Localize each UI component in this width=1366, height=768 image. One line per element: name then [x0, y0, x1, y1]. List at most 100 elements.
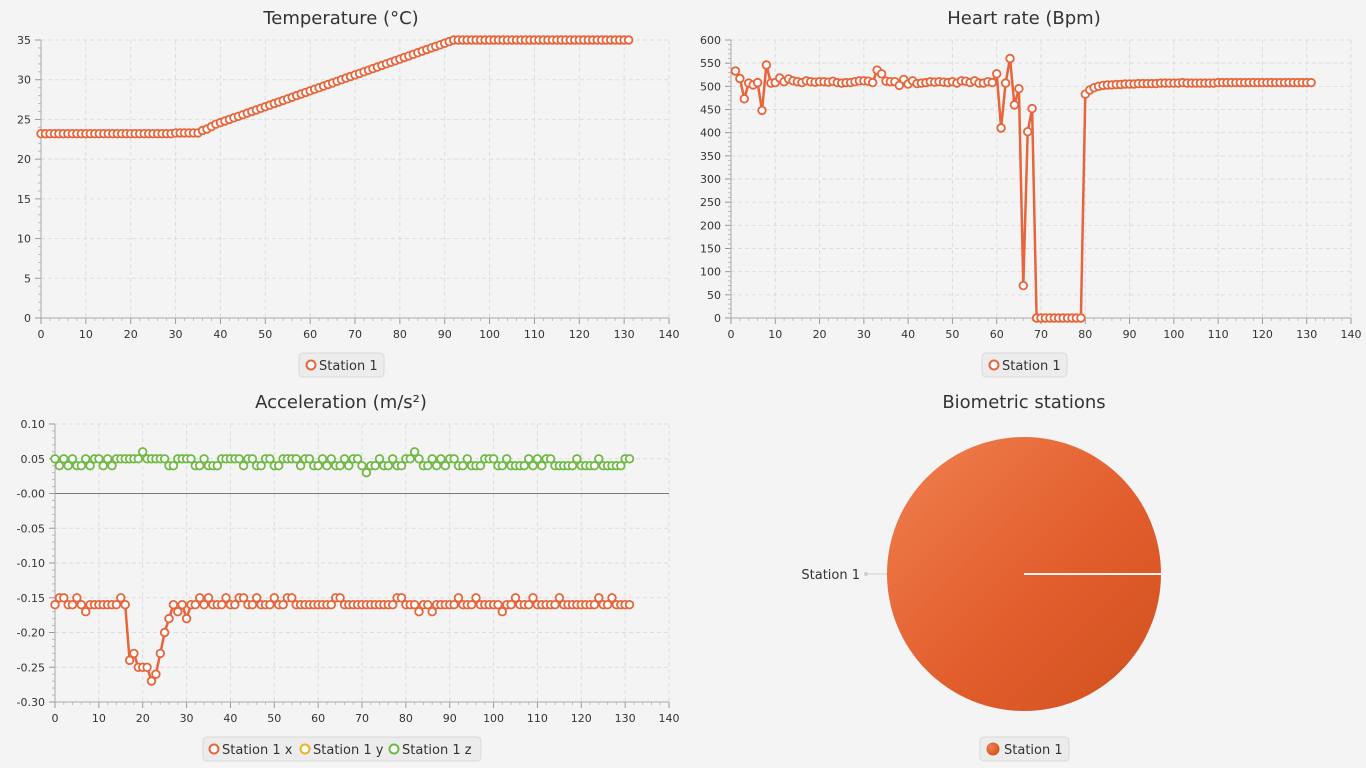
data-point[interactable] [475, 461, 486, 471]
data-point[interactable] [624, 600, 635, 610]
data-point[interactable] [497, 607, 507, 617]
data-point[interactable] [234, 454, 244, 464]
data-point[interactable] [594, 454, 604, 464]
data-point[interactable] [291, 454, 301, 464]
data-point[interactable] [458, 461, 468, 471]
data-point[interactable] [396, 593, 407, 603]
data-point[interactable] [151, 669, 161, 679]
data-point[interactable] [431, 461, 442, 471]
data-point[interactable] [374, 454, 385, 464]
data-point[interactable] [602, 600, 613, 610]
data-point[interactable] [269, 593, 279, 603]
data-point[interactable] [137, 447, 148, 457]
data-point[interactable] [274, 461, 284, 471]
data-point[interactable] [133, 454, 143, 464]
data-point[interactable] [876, 69, 887, 79]
data-point[interactable] [519, 461, 529, 471]
data-point[interactable] [757, 105, 767, 116]
data-point[interactable] [607, 593, 617, 603]
data-point[interactable] [256, 461, 266, 471]
data-point[interactable] [471, 593, 481, 603]
data-point[interactable] [352, 454, 363, 464]
data-point[interactable] [63, 461, 73, 471]
data-point[interactable] [537, 461, 547, 471]
data-point[interactable] [1022, 126, 1033, 137]
data-point[interactable] [427, 607, 437, 617]
data-point[interactable] [265, 600, 275, 610]
data-point[interactable] [440, 461, 450, 471]
data-point[interactable] [436, 454, 446, 464]
data-point[interactable] [894, 80, 904, 91]
data-point[interactable] [50, 454, 60, 464]
data-point[interactable] [344, 461, 354, 471]
data-point[interactable] [221, 593, 231, 603]
data-point[interactable] [85, 461, 95, 471]
data-point[interactable] [453, 593, 464, 603]
data-point[interactable] [427, 454, 437, 464]
data-point[interactable] [528, 593, 538, 603]
data-point[interactable] [423, 461, 433, 471]
data-point[interactable] [190, 600, 200, 610]
data-point[interactable] [589, 600, 600, 610]
data-point[interactable] [868, 77, 878, 88]
data-point[interactable] [409, 600, 420, 610]
data-point[interactable] [304, 454, 315, 464]
data-point[interactable] [335, 461, 345, 471]
data-point[interactable] [524, 454, 534, 464]
data-point[interactable] [322, 461, 332, 471]
data-point[interactable] [216, 600, 227, 610]
data-point[interactable] [572, 454, 582, 464]
data-point[interactable] [54, 461, 65, 471]
data-point[interactable] [1009, 100, 1020, 110]
data-point[interactable] [326, 600, 336, 610]
data-point[interactable] [567, 461, 578, 471]
data-point[interactable] [624, 454, 635, 464]
data-point[interactable] [383, 461, 393, 471]
data-point[interactable] [247, 600, 258, 610]
data-point[interactable] [996, 123, 1006, 133]
data-point[interactable] [164, 613, 174, 624]
data-point[interactable] [102, 454, 113, 464]
data-point[interactable] [1000, 78, 1011, 88]
data-point[interactable] [409, 447, 420, 457]
data-point[interactable] [173, 607, 183, 617]
data-point[interactable] [72, 593, 82, 603]
data-point[interactable] [550, 600, 560, 610]
data-point[interactable] [361, 468, 372, 478]
data-point[interactable] [230, 600, 240, 610]
data-point[interactable] [449, 600, 459, 610]
data-point[interactable] [405, 454, 415, 464]
data-point[interactable] [357, 461, 367, 471]
data-point[interactable] [59, 593, 69, 603]
data-point[interactable] [238, 461, 249, 471]
data-point[interactable] [339, 454, 350, 464]
data-point[interactable] [177, 600, 187, 610]
data-point[interactable] [199, 600, 209, 610]
data-point[interactable] [94, 454, 104, 464]
data-point[interactable] [129, 648, 139, 659]
data-point[interactable] [295, 461, 306, 471]
data-point[interactable] [388, 600, 398, 610]
data-point[interactable] [466, 600, 477, 610]
data-point[interactable] [168, 461, 179, 471]
data-point[interactable] [761, 60, 772, 70]
data-point[interactable] [159, 627, 170, 638]
data-point[interactable] [388, 454, 398, 464]
data-point[interactable] [589, 461, 600, 471]
data-point[interactable] [488, 454, 499, 464]
data-point[interactable] [146, 676, 157, 686]
data-point[interactable] [528, 461, 538, 471]
data-point[interactable] [987, 77, 997, 88]
data-point[interactable] [735, 73, 745, 84]
data-point[interactable] [1018, 280, 1028, 291]
data-point[interactable] [181, 613, 192, 624]
data-point[interactable] [186, 454, 196, 464]
data-point[interactable] [326, 454, 336, 464]
data-point[interactable] [1076, 313, 1086, 323]
data-point[interactable] [449, 454, 459, 464]
data-point[interactable] [623, 35, 634, 45]
data-point[interactable] [317, 454, 328, 464]
data-point[interactable] [159, 454, 170, 464]
data-point[interactable] [194, 593, 205, 603]
data-point[interactable] [414, 607, 424, 617]
